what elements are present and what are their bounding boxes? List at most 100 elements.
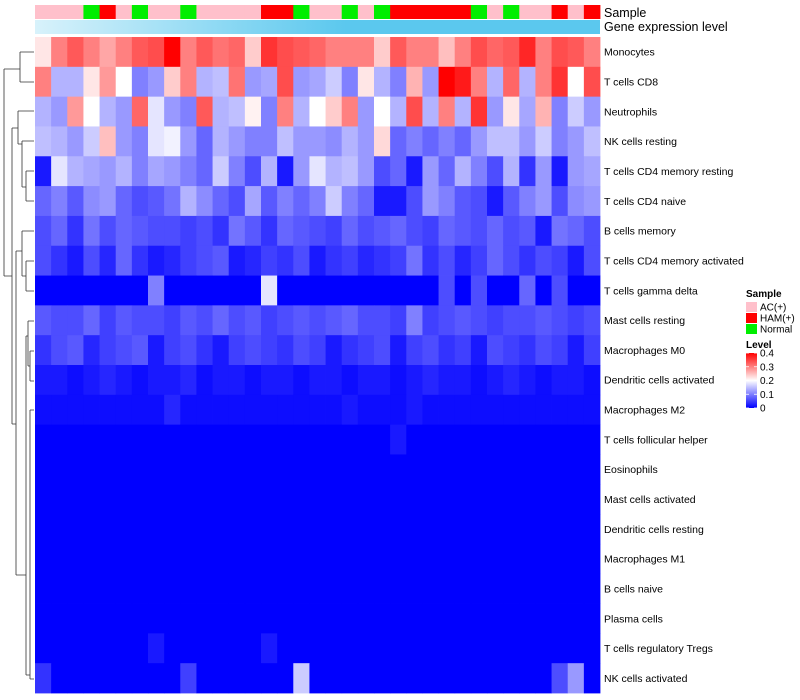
heatmap-cell <box>244 424 262 455</box>
heatmap-cell <box>196 514 213 545</box>
heatmap-cell <box>196 245 213 276</box>
heatmap-cell <box>390 484 407 515</box>
heatmap-cell <box>228 305 246 336</box>
heatmap-cell <box>390 573 407 604</box>
row-label: Mast cells activated <box>604 494 696 506</box>
gene-expression-bar <box>35 20 600 34</box>
heatmap-cell <box>357 215 375 247</box>
heatmap-cell <box>357 603 375 634</box>
heatmap-cell <box>341 454 359 485</box>
sample-annotation-bar <box>35 5 601 19</box>
heatmap-cell <box>164 96 181 127</box>
heatmap-cell <box>470 66 488 98</box>
heatmap-cell <box>583 365 601 396</box>
heatmap-cell <box>51 484 68 515</box>
heatmap-cell <box>261 394 278 426</box>
heatmap-cell <box>83 454 100 485</box>
heatmap-cell <box>261 543 278 575</box>
heatmap-cell <box>390 335 407 366</box>
heatmap-cell <box>244 514 262 545</box>
heatmap-cell <box>212 633 230 664</box>
heatmap-cell <box>341 633 359 664</box>
heatmap-cell <box>567 245 585 276</box>
heatmap-cell <box>357 633 375 664</box>
row-label: Neutrophils <box>604 106 657 118</box>
heatmap-cell <box>261 424 278 455</box>
heatmap-cell <box>438 514 456 545</box>
heatmap-cell <box>148 424 165 455</box>
heatmap-cell <box>406 663 423 694</box>
heatmap-cell <box>212 603 230 634</box>
heatmap-cell <box>67 633 84 664</box>
heatmap-cell <box>503 215 520 247</box>
heatmap-cell <box>244 394 262 426</box>
heatmap-cell <box>99 365 117 396</box>
heatmap-cell <box>503 603 520 634</box>
heatmap-cell <box>261 245 278 276</box>
heatmap-cell <box>196 573 213 604</box>
heatmap-cell <box>115 275 133 306</box>
heatmap-cell <box>535 126 552 157</box>
heatmap-cell <box>261 215 278 247</box>
sample-annotation-cell <box>228 5 246 19</box>
legend-swatch <box>746 313 757 323</box>
sample-annotation-cell <box>551 5 569 19</box>
heatmap-cell <box>357 484 375 515</box>
heatmap-cell <box>277 543 294 575</box>
heatmap-cell <box>487 335 504 366</box>
heatmap-cell <box>115 543 133 575</box>
heatmap-cell <box>131 335 149 366</box>
heatmap-cell <box>519 215 536 247</box>
heatmap-cell <box>535 37 552 68</box>
row-label: T cells CD4 memory resting <box>604 166 733 178</box>
heatmap-cell <box>325 96 343 127</box>
sample-annotation-cell <box>83 5 100 19</box>
heatmap-cell <box>309 663 326 694</box>
heatmap-cell <box>309 66 326 98</box>
heatmap-cell <box>131 126 149 157</box>
heatmap-cell <box>164 305 181 336</box>
heatmap-cell <box>115 484 133 515</box>
heatmap-cell <box>309 156 326 187</box>
heatmap-cell <box>309 514 326 545</box>
heatmap-cell <box>148 365 165 396</box>
heatmap-cell <box>341 663 359 694</box>
heatmap-cell <box>67 365 84 396</box>
heatmap-cell <box>503 96 520 127</box>
heatmap-cell <box>519 335 536 366</box>
heatmap-cell <box>535 424 552 455</box>
heatmap-cell <box>115 37 133 68</box>
heatmap-cell <box>293 186 310 217</box>
heatmap-cell <box>293 66 310 98</box>
heatmap-cell <box>99 245 117 276</box>
heatmap-cell <box>503 394 520 426</box>
heatmap-cell <box>115 335 133 366</box>
heatmap-cell <box>277 215 294 247</box>
heatmap-cell <box>454 543 472 575</box>
heatmap-cell <box>487 305 504 336</box>
heatmap-cell <box>325 424 343 455</box>
sample-annotation-cell <box>180 5 197 19</box>
heatmap-cell <box>261 603 278 634</box>
heatmap-cell <box>180 305 197 336</box>
heatmap-cell <box>228 514 246 545</box>
heatmap-cell <box>196 275 213 306</box>
heatmap-cell <box>309 335 326 366</box>
heatmap-cell <box>228 37 246 68</box>
row-label: Monocytes <box>604 47 655 59</box>
heatmap-cell <box>357 275 375 306</box>
heatmap-cell <box>535 66 552 98</box>
heatmap-cell <box>196 663 213 694</box>
heatmap-cell <box>535 573 552 604</box>
heatmap-cell <box>131 633 149 664</box>
heatmap-cell <box>35 454 52 485</box>
heatmap-cell <box>503 126 520 157</box>
heatmap-cell <box>277 454 294 485</box>
heatmap-cell <box>228 365 246 396</box>
heatmap-cell <box>583 454 601 485</box>
heatmap-cell <box>406 126 423 157</box>
heatmap-cell <box>567 215 585 247</box>
heatmap-cell <box>277 66 294 98</box>
sample-annotation-cell <box>519 5 536 19</box>
heatmap-cell <box>406 245 423 276</box>
